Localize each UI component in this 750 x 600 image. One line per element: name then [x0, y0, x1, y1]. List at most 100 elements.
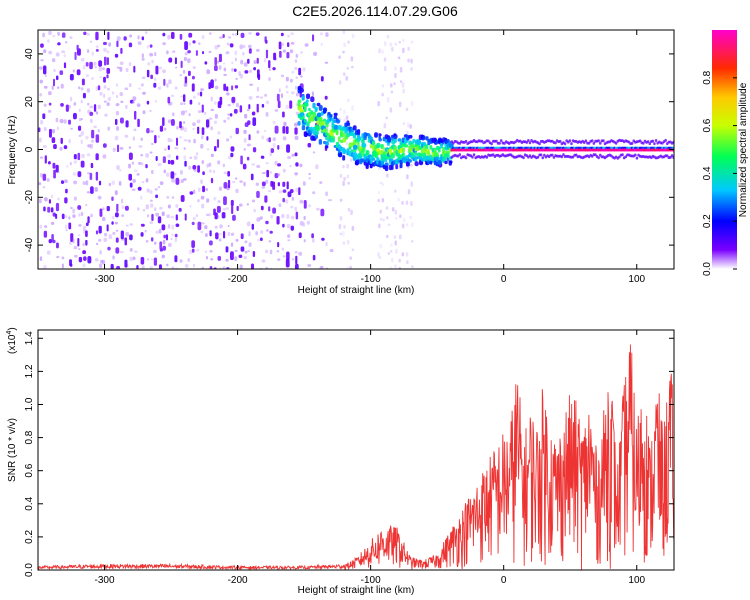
heatmap-cell: [238, 71, 241, 76]
heatmap-cell: [307, 264, 312, 267]
heatmap-cell: [204, 225, 208, 230]
heatmap-cell: [302, 222, 305, 227]
heatmap-cell: [89, 40, 93, 43]
heatmap-cell: [345, 115, 349, 120]
heatmap-cell: [61, 180, 64, 185]
heatmap-cell: [234, 177, 238, 180]
heatmap-cell: [210, 79, 214, 89]
heatmap-cell: [46, 178, 50, 183]
heatmap-cell: [98, 66, 103, 72]
heatmap-cell: [216, 205, 221, 213]
heatmap-cell: [405, 107, 409, 112]
heatmap-cell: [137, 186, 142, 191]
heatmap-cell: [372, 141, 376, 145]
heatmap-cell: [141, 53, 145, 59]
heatmap-cell: [630, 141, 634, 145]
heatmap-cell: [316, 102, 321, 107]
heatmap-cell: [176, 137, 179, 146]
heatmap-cell: [393, 138, 398, 143]
heatmap-cell: [282, 49, 287, 53]
heatmap-cell: [343, 224, 346, 229]
heatmap-cell: [256, 103, 259, 113]
heatmap-cell: [247, 120, 251, 125]
heatmap-cell: [136, 265, 139, 269]
heatmap-cell: [304, 43, 309, 47]
heatmap-cell: [170, 159, 175, 165]
heatmap-cell: [155, 194, 158, 199]
heatmap-cell: [393, 145, 397, 151]
heatmap-cell: [268, 206, 271, 212]
heatmap-cell: [295, 255, 298, 265]
heatmap-cell: [39, 198, 42, 204]
heatmap-cell: [291, 70, 295, 74]
heatmap-cell: [394, 189, 397, 193]
heatmap-cell: [391, 207, 395, 212]
heatmap-cell: [168, 224, 171, 229]
heatmap-cell: [168, 119, 172, 124]
heatmap-cell: [155, 212, 159, 217]
heatmap-cell: [256, 164, 261, 168]
heatmap-cell: [97, 195, 102, 200]
heatmap-cell: [222, 208, 226, 211]
heatmap-cell: [551, 153, 554, 157]
heatmap-cell: [249, 83, 254, 86]
heatmap-cell: [129, 34, 132, 38]
heatmap-cell: [342, 50, 345, 54]
heatmap-cell: [342, 230, 345, 237]
heatmap-cell: [372, 157, 376, 161]
heatmap-cell: [68, 222, 72, 230]
heatmap-cell: [266, 229, 269, 232]
heatmap-cell: [98, 225, 102, 234]
heatmap-cell: [346, 67, 349, 70]
heatmap-cell: [405, 223, 409, 227]
heatmap-cell: [303, 118, 307, 123]
heatmap-cell: [291, 257, 295, 261]
heatmap-cell: [285, 76, 289, 82]
heatmap-cell: [402, 217, 406, 223]
heatmap-cell: [40, 119, 44, 125]
heatmap-cell: [346, 266, 349, 269]
heatmap-cell: [38, 127, 41, 133]
spectrogram-x-ticks: -300 -200 -100 0 100: [95, 30, 646, 285]
heatmap-cell: [227, 113, 231, 116]
heatmap-cell: [377, 101, 380, 107]
heatmap-cell: [500, 139, 503, 143]
heatmap-cell: [347, 40, 350, 44]
heatmap-cell: [214, 57, 218, 66]
heatmap-cell: [192, 165, 197, 170]
heatmap-cell: [208, 50, 212, 54]
heatmap-cell: [151, 59, 154, 64]
heatmap-cell: [300, 51, 303, 54]
heatmap-cell: [192, 216, 196, 221]
heatmap-cell: [260, 237, 263, 242]
heatmap-cell: [95, 242, 99, 246]
heatmap-cell: [231, 205, 234, 215]
heatmap-cell: [403, 144, 409, 148]
heatmap-cell: [393, 82, 396, 86]
heatmap-cell: [46, 39, 50, 43]
heatmap-cell: [219, 96, 223, 105]
y-tick-label: 0.0: [24, 563, 35, 577]
heatmap-cell: [86, 88, 91, 93]
heatmap-cell: [97, 85, 101, 91]
heatmap-cell: [102, 154, 107, 159]
heatmap-cell: [621, 153, 624, 157]
heatmap-cell: [149, 266, 153, 269]
heatmap-cell: [68, 105, 71, 109]
heatmap-cell: [97, 104, 101, 110]
heatmap-cell: [251, 263, 255, 269]
heatmap-cell: [175, 223, 180, 228]
heatmap-cell: [134, 250, 138, 253]
heatmap-cell: [106, 205, 110, 212]
heatmap-cell: [568, 139, 572, 143]
heatmap-cell: [223, 119, 227, 123]
heatmap-cell: [291, 196, 295, 201]
heatmap-cell: [180, 60, 183, 69]
heatmap-cell: [85, 239, 88, 246]
heatmap-cell: [141, 36, 145, 41]
heatmap-cell: [124, 237, 128, 246]
heatmap-cell: [161, 211, 165, 217]
heatmap-cell: [107, 96, 111, 102]
heatmap-cell: [116, 40, 119, 48]
heatmap-cell: [342, 241, 346, 245]
